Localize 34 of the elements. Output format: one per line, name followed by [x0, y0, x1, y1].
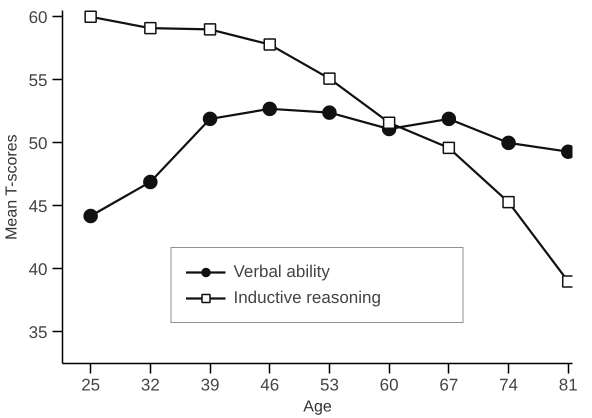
point — [84, 10, 97, 24]
y-tick-label: 50 — [28, 134, 48, 153]
y-tick-label: 40 — [28, 260, 48, 279]
point — [382, 116, 396, 129]
y-tick-label: 60 — [28, 8, 48, 27]
point — [263, 38, 276, 51]
x-tick-label: 81 — [558, 376, 578, 394]
y-tick-label: 45 — [28, 196, 48, 216]
point — [143, 174, 158, 190]
x-tick-label: 25 — [81, 376, 100, 394]
x-tick-label: 53 — [320, 376, 339, 394]
point — [262, 102, 277, 116]
y-tick-label: 55 — [28, 70, 48, 90]
point — [144, 22, 157, 34]
point — [502, 196, 515, 208]
x-axis-title: Age — [303, 398, 332, 416]
point — [501, 136, 516, 150]
point — [322, 105, 337, 120]
x-tick-label: 32 — [140, 376, 160, 394]
legend-label: Inductive reasoning — [234, 288, 382, 308]
point — [83, 208, 98, 224]
point — [202, 112, 218, 126]
point — [323, 72, 336, 85]
x-tick-label: 39 — [200, 376, 220, 394]
legend-label: Verbal ability — [234, 262, 331, 282]
x-tick-label: 60 — [380, 376, 399, 394]
y-tick-label: 35 — [28, 322, 48, 342]
x-tick-label: 67 — [439, 376, 458, 394]
point — [442, 112, 456, 126]
y-axis-title: Mean T-scores — [4, 134, 21, 240]
x-tick-label: 46 — [260, 376, 280, 394]
point — [442, 142, 456, 154]
x-tick-label: 74 — [499, 376, 518, 394]
point — [204, 23, 216, 36]
